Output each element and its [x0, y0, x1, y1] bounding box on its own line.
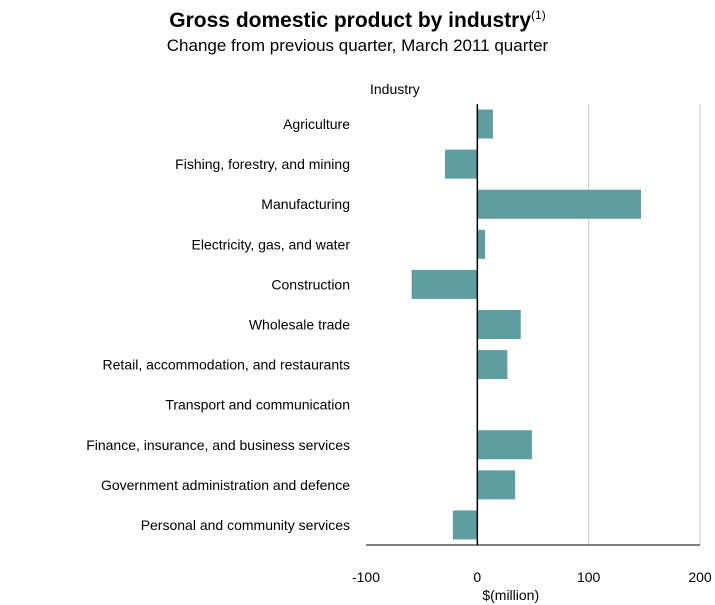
category-label: Finance, insurance, and business service… [86, 437, 350, 453]
bar [477, 350, 508, 380]
category-label: Personal and community services [141, 517, 350, 533]
chart-subtitle: Change from previous quarter, March 2011… [166, 36, 549, 55]
bar [477, 109, 493, 139]
category-label: Fishing, forestry, and mining [175, 156, 350, 172]
category-label: Transport and communication [165, 397, 350, 413]
bar [445, 149, 478, 179]
bar [477, 430, 532, 460]
bar [452, 510, 478, 540]
category-label: Agriculture [283, 116, 350, 132]
tick-label: 0 [473, 569, 481, 585]
category-axis-label: Industry [370, 81, 420, 97]
tick-label: 100 [577, 569, 601, 585]
category-label: Manufacturing [261, 196, 350, 212]
category-label: Government administration and defence [101, 477, 350, 493]
tick-label: -100 [352, 569, 380, 585]
category-label: Wholesale trade [249, 317, 350, 333]
category-label: Construction [271, 276, 350, 292]
category-labels: Agriculture Fishing, forestry, and mining… [86, 116, 350, 533]
gridlines [588, 104, 701, 545]
chart-title: Gross domestic product by industry(1) [169, 8, 546, 32]
bars [411, 109, 641, 540]
category-label: Electricity, gas, and water [192, 236, 351, 252]
bar [411, 269, 478, 299]
axes [366, 104, 700, 546]
bar [477, 189, 641, 219]
category-label: Retail, accommodation, and restaurants [103, 357, 350, 373]
tick-label: 200 [688, 569, 712, 585]
title-footnote: (1) [531, 8, 546, 22]
bar [477, 470, 516, 500]
x-axis-label: $(million) [482, 587, 539, 603]
bar [477, 310, 521, 339]
bar [477, 229, 486, 259]
tick-labels: -100 0 100 200 [352, 569, 712, 585]
